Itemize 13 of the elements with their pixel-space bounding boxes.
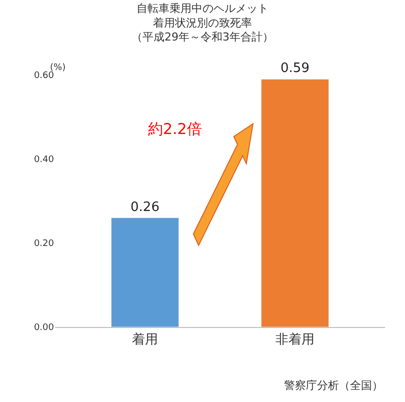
data-label: 0.59 — [280, 61, 310, 76]
text: 警察庁分析（全国） — [284, 379, 383, 392]
chart-subtitle: （平成29年～令和3年合計） — [132, 30, 274, 44]
annotation: 約2.2倍 — [148, 120, 202, 138]
chart-title: 自転車乗用中のヘルメット着用状況別の致死率 — [136, 2, 268, 30]
x-tick-label: 着用 — [132, 332, 158, 348]
y-tick-label: 0.60 — [34, 71, 54, 82]
y-tick-label: 0.40 — [34, 155, 54, 166]
data-label: 0.26 — [130, 200, 160, 215]
y-tick-label: 0.00 — [34, 323, 54, 334]
x-tick-label: 非着用 — [276, 332, 314, 348]
y-tick-label: 0.20 — [34, 239, 54, 250]
y-axis-title: (%) — [50, 63, 66, 73]
